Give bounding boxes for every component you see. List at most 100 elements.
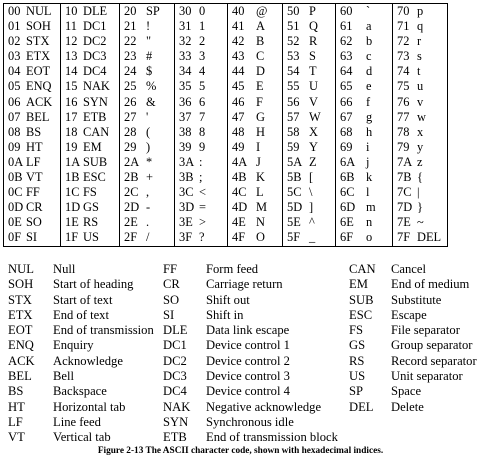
hex-code: 06: [8, 95, 26, 110]
table-cell: 01 SOH: [4, 19, 61, 34]
character-symbol: @: [256, 4, 267, 19]
legend-item: BS Backspace: [8, 384, 154, 399]
legend-abbreviation: FS: [349, 323, 391, 338]
hex-code: 12: [65, 34, 83, 49]
character-symbol: HT: [26, 140, 43, 155]
hex-code: 68: [340, 125, 366, 140]
legend-abbreviation: US: [349, 369, 391, 384]
table-cell: 4E N: [228, 215, 283, 230]
hex-code: 4F: [232, 230, 256, 245]
character-symbol: 8: [199, 125, 205, 140]
legend-description: Group separator: [391, 338, 472, 353]
legend-abbreviation: VT: [8, 430, 53, 445]
figure-caption: Figure 2-13 The ASCII character code, sh…: [0, 446, 481, 456]
legend-abbreviation: RS: [349, 354, 391, 369]
hex-code: 07: [8, 110, 26, 125]
hex-code: 41: [232, 19, 256, 34]
hex-code: 05: [8, 79, 26, 94]
legend-description: Carriage return: [206, 277, 283, 292]
hex-code: 16: [65, 95, 83, 110]
character-symbol: w: [417, 110, 426, 125]
table-cell: 61 a: [336, 19, 393, 34]
character-symbol: 2: [199, 34, 205, 49]
table-cell: 18 CAN: [61, 125, 120, 140]
hex-code: 2C: [124, 185, 146, 200]
character-symbol: I: [256, 140, 260, 155]
hex-code: 20: [124, 4, 146, 19]
character-symbol: z: [417, 155, 423, 170]
character-symbol: DC3: [83, 49, 106, 64]
legend-description: Escape: [391, 308, 427, 323]
hex-code: 28: [124, 125, 146, 140]
hex-code: 0A: [8, 155, 26, 170]
legend-item: ENQ Enquiry: [8, 338, 154, 353]
character-symbol: ENQ: [26, 79, 51, 94]
legend-description: Start of text: [53, 293, 112, 308]
table-cell: 6B k: [336, 170, 393, 185]
character-symbol: ': [146, 110, 148, 125]
table-cell: 42 B: [228, 34, 283, 49]
hex-code: 72: [397, 34, 417, 49]
table-row: 02 STX 12 DC2 22 " 32 2 42 B 52 R 62 b 72 r: [4, 34, 448, 49]
table-cell: 5E ^: [283, 215, 336, 230]
table-cell: 67 g: [336, 110, 393, 125]
table-cell: 53 S: [283, 49, 336, 64]
character-symbol: FS: [83, 185, 97, 200]
table-cell: 34 4: [175, 64, 228, 79]
character-symbol: US: [83, 230, 99, 245]
character-symbol: SUB: [83, 155, 107, 170]
legend-abbreviation: SYN: [163, 415, 206, 430]
table-cell: 24 $: [120, 64, 175, 79]
legend-abbreviation: LF: [8, 415, 53, 430]
hex-code: 30: [179, 4, 199, 19]
character-symbol: SP: [146, 4, 160, 19]
hex-code: 76: [397, 95, 417, 110]
character-symbol: l: [366, 185, 369, 200]
legend-abbreviation: DC1: [163, 338, 206, 353]
legend-description: Delete: [391, 400, 424, 415]
character-symbol: [: [309, 170, 313, 185]
hex-code: 4B: [232, 170, 256, 185]
table-row: 0F SI 1F US 2F / 3F? 4F O 5F _ 6F o 7F DEL: [4, 230, 448, 246]
character-symbol: t: [417, 64, 420, 79]
character-symbol: q: [417, 19, 423, 34]
table-row: 07 BEL 17 ETB 27 ' 37 7 47 G 57 W 67 g 77 w: [4, 110, 448, 125]
table-cell: 41 A: [228, 19, 283, 34]
hex-code: 51: [287, 19, 309, 34]
table-cell: 75 u: [393, 79, 448, 94]
legend-description: Vertical tab: [53, 430, 111, 445]
hex-code: 3B: [179, 170, 199, 185]
legend-abbreviation: ESC: [349, 308, 391, 323]
table-cell: 0D CR: [4, 200, 61, 215]
character-symbol: ,: [146, 185, 149, 200]
character-symbol: y: [417, 140, 423, 155]
table-cell: 2F /: [120, 230, 175, 246]
table-cell: 7A z: [393, 155, 448, 170]
character-symbol: |: [417, 185, 419, 200]
hex-code: 1B: [65, 170, 83, 185]
table-cell: 72 r: [393, 34, 448, 49]
character-symbol: DC4: [83, 64, 106, 79]
hex-code: 40: [232, 4, 256, 19]
table-cell: 77 w: [393, 110, 448, 125]
legend-item: SO Shift out: [163, 293, 338, 308]
table-cell: 31 1: [175, 19, 228, 34]
character-symbol: s: [417, 49, 422, 64]
character-symbol: 6: [199, 95, 205, 110]
legend-item: SYN Synchronous idle: [163, 415, 338, 430]
character-symbol: A: [256, 19, 265, 34]
table-cell: 1F US: [61, 230, 120, 246]
hex-code: 54: [287, 64, 309, 79]
legend-description: End of transmission: [53, 323, 154, 338]
legend-abbreviation: BS: [8, 384, 53, 399]
character-symbol: ): [146, 140, 150, 155]
hex-code: 01: [8, 19, 26, 34]
table-cell: 7D}: [393, 200, 448, 215]
table-cell: 2E.: [120, 215, 175, 230]
table-cell: 44 D: [228, 64, 283, 79]
hex-code: 7F: [397, 230, 417, 245]
character-symbol: H: [256, 125, 265, 140]
table-cell: 0B VT: [4, 170, 61, 185]
hex-code: 34: [179, 64, 199, 79]
hex-code: 63: [340, 49, 366, 64]
